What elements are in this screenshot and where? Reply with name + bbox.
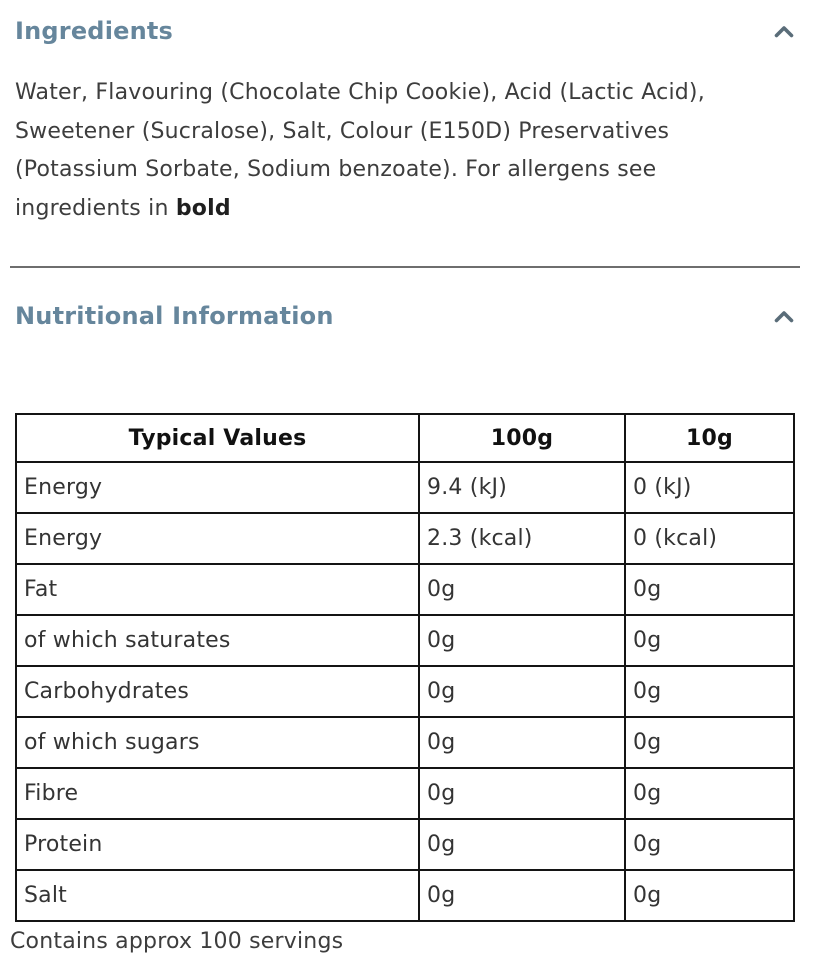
ingredients-text: Water, Flavouring (Chocolate Chip Cookie… [15, 74, 741, 228]
column-header-typical-values: Typical Values [15, 413, 420, 463]
value-10g-cell: 0g [624, 614, 795, 667]
nutrient-label-cell: Energy [15, 461, 420, 514]
table-row: Carbohydrates 0g 0g [15, 665, 795, 718]
value-100g-cell: 9.4 (kJ) [418, 461, 626, 514]
nutrient-label-cell: Fat [15, 563, 420, 616]
ingredients-bold-word: bold [175, 195, 231, 221]
value-10g-cell: 0g [624, 767, 795, 820]
nutrient-label-cell: Energy [15, 512, 420, 565]
column-header-10g: 10g [624, 413, 795, 463]
value-100g-cell: 0g [418, 818, 626, 871]
chevron-up-icon[interactable] [773, 309, 795, 325]
table-row: Energy 9.4 (kJ) 0 (kJ) [15, 461, 795, 514]
value-100g-cell: 0g [418, 665, 626, 718]
nutrient-label-cell: Salt [15, 869, 420, 922]
column-header-100g: 100g [418, 413, 626, 463]
nutrition-table-header-row: Typical Values 100g 10g [15, 413, 795, 463]
value-10g-cell: 0g [624, 563, 795, 616]
table-row: Fibre 0g 0g [15, 767, 795, 820]
table-row: of which saturates 0g 0g [15, 614, 795, 667]
ingredients-section-title: Ingredients [15, 17, 174, 45]
value-10g-cell: 0g [624, 716, 795, 769]
value-10g-cell: 0g [624, 818, 795, 871]
ingredients-section-header[interactable]: Ingredients [15, 16, 795, 47]
table-row: of which sugars 0g 0g [15, 716, 795, 769]
ingredients-text-main: Water, Flavouring (Chocolate Chip Cookie… [15, 80, 705, 221]
value-100g-cell: 0g [418, 869, 626, 922]
value-100g-cell: 0g [418, 716, 626, 769]
value-100g-cell: 0g [418, 563, 626, 616]
value-10g-cell: 0 (kcal) [624, 512, 795, 565]
nutrient-label-cell: Protein [15, 818, 420, 871]
value-100g-cell: 2.3 (kcal) [418, 512, 626, 565]
section-divider [10, 266, 800, 268]
table-row: Energy 2.3 (kcal) 0 (kcal) [15, 512, 795, 565]
nutrition-table: Typical Values 100g 10g Energy 9.4 (kJ) … [15, 413, 795, 922]
value-10g-cell: 0g [624, 665, 795, 718]
nutrient-label-cell: of which sugars [15, 716, 420, 769]
chevron-up-icon[interactable] [773, 24, 795, 40]
nutrition-section-header[interactable]: Nutritional Information [15, 301, 795, 332]
servings-note: Contains approx 100 servings [10, 929, 344, 954]
nutrient-label-cell: Fibre [15, 767, 420, 820]
value-10g-cell: 0g [624, 869, 795, 922]
table-row: Salt 0g 0g [15, 869, 795, 922]
table-row: Protein 0g 0g [15, 818, 795, 871]
table-row: Fat 0g 0g [15, 563, 795, 616]
value-100g-cell: 0g [418, 767, 626, 820]
nutrient-label-cell: Carbohydrates [15, 665, 420, 718]
value-100g-cell: 0g [418, 614, 626, 667]
nutrient-label-cell: of which saturates [15, 614, 420, 667]
nutrition-section-title: Nutritional Information [15, 302, 334, 330]
value-10g-cell: 0 (kJ) [624, 461, 795, 514]
